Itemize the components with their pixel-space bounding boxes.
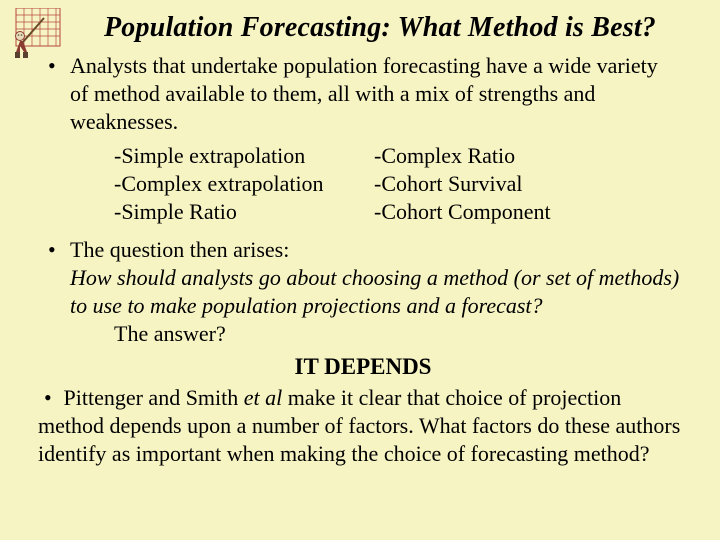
slide-title: Population Forecasting: What Method is B… bbox=[0, 0, 720, 52]
bullet-dot-icon: • bbox=[46, 236, 70, 348]
method-item: -Simple extrapolation bbox=[114, 142, 374, 170]
method-item: -Complex extrapolation bbox=[114, 170, 374, 198]
bullet-item-1: • Analysts that undertake population for… bbox=[46, 52, 680, 136]
it-depends-text: IT DEPENDS bbox=[46, 354, 680, 380]
method-item: -Complex Ratio bbox=[374, 142, 551, 170]
answer-label: The answer? bbox=[70, 320, 680, 348]
method-item: -Cohort Survival bbox=[374, 170, 551, 198]
bullet-3-etal: et al bbox=[244, 385, 283, 410]
bullet-item-2: • The question then arises: How should a… bbox=[46, 236, 680, 348]
presenter-grid-icon bbox=[10, 8, 66, 60]
method-item: -Cohort Component bbox=[374, 198, 551, 226]
bullet-dot-icon: • bbox=[38, 384, 58, 412]
bullet-item-3: • Pittenger and Smith et al make it clea… bbox=[0, 384, 720, 468]
bullet-dot-icon: • bbox=[46, 52, 70, 136]
bullet-1-text: Analysts that undertake population forec… bbox=[70, 52, 680, 136]
bullet-2-question: How should analysts go about choosing a … bbox=[70, 265, 679, 318]
methods-list: -Simple extrapolation -Complex extrapola… bbox=[46, 142, 680, 226]
bullet-2-lead: The question then arises: bbox=[70, 237, 289, 262]
method-item: -Simple Ratio bbox=[114, 198, 374, 226]
bullet-3-pre: Pittenger and Smith bbox=[58, 385, 244, 410]
